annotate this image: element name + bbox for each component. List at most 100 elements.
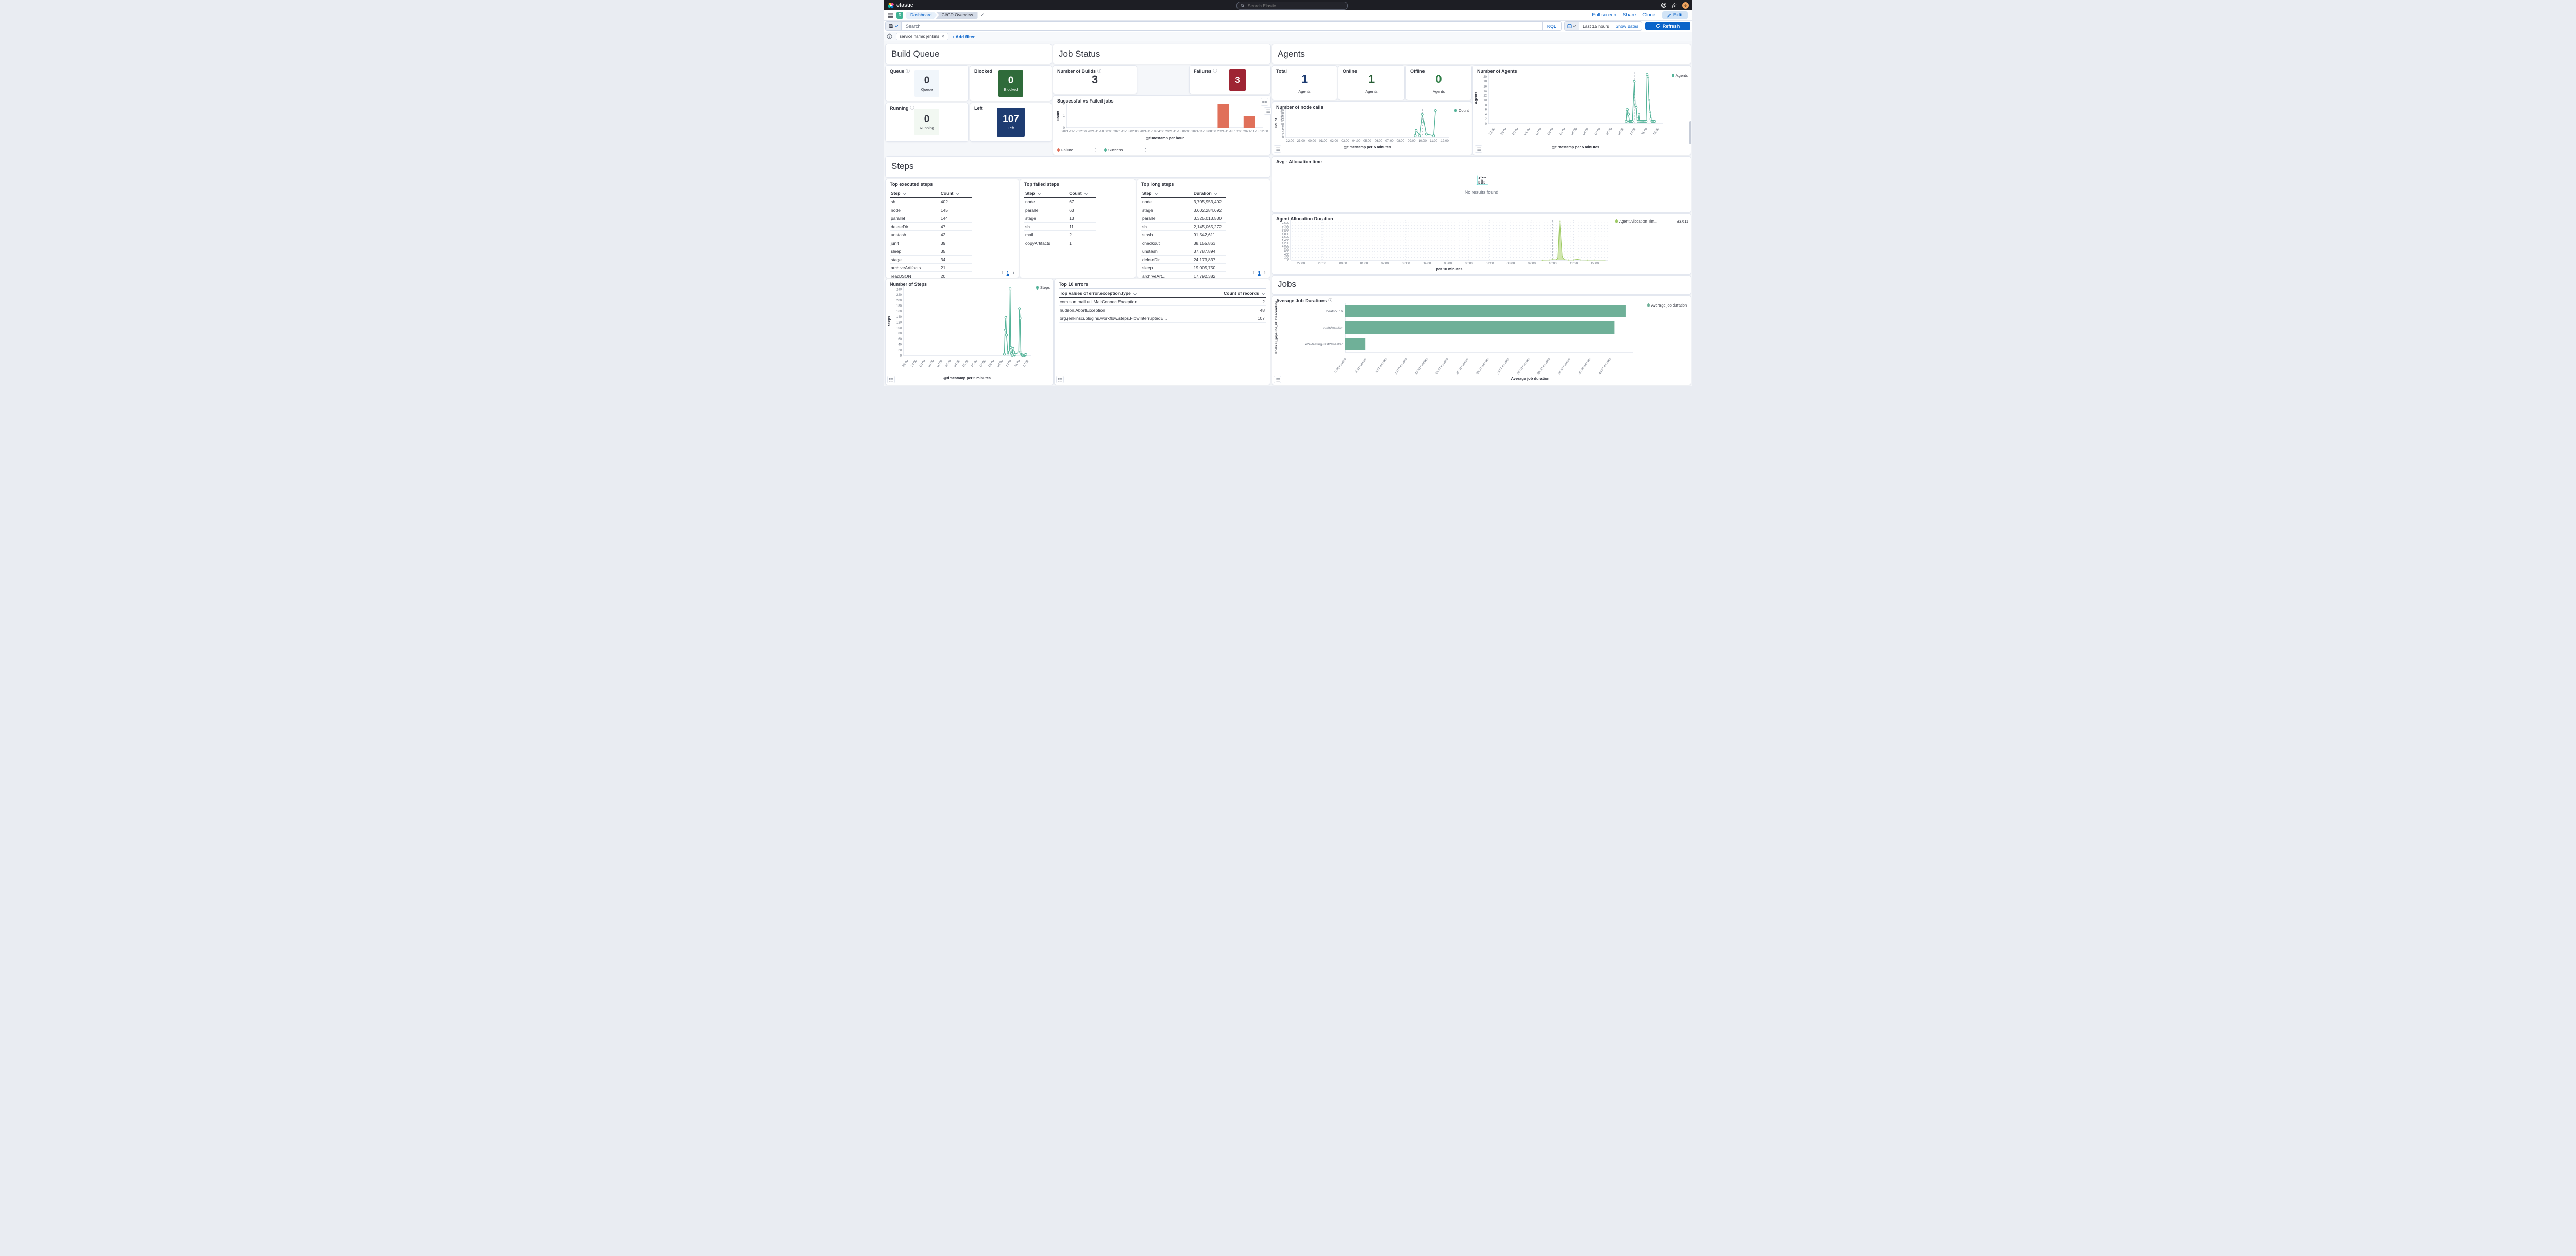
column-header[interactable]: Step: [1024, 189, 1069, 198]
legend-toggle-icon[interactable]: [887, 376, 895, 383]
info-icon[interactable]: ⓘ: [1328, 298, 1333, 303]
table-row[interactable]: copyArtifacts 1: [1024, 239, 1096, 247]
column-header[interactable]: Count: [939, 189, 972, 198]
share-button[interactable]: Share: [1622, 12, 1636, 18]
prev-page-icon[interactable]: ‹: [1252, 270, 1255, 276]
table-row[interactable]: junit 39: [890, 239, 972, 247]
legend-item[interactable]: Agents: [1671, 73, 1688, 78]
table-row[interactable]: node 3,705,953,402: [1141, 197, 1226, 206]
table-row[interactable]: parallel 144: [890, 214, 972, 223]
menu-hamburger-icon[interactable]: [888, 13, 893, 18]
table-row[interactable]: unstash 42: [890, 230, 972, 239]
prev-page-icon[interactable]: ‹: [1001, 270, 1003, 276]
svg-text:2: 2: [1485, 118, 1487, 121]
table-row[interactable]: stage 3,602,284,692: [1141, 206, 1226, 214]
table-row[interactable]: stash 91,542,611: [1141, 230, 1226, 239]
edit-button[interactable]: Edit: [1662, 11, 1688, 19]
refresh-button[interactable]: Refresh: [1645, 22, 1690, 30]
table-row[interactable]: stage 13: [1024, 214, 1096, 223]
scrollbar-thumb[interactable]: [1689, 121, 1691, 144]
table-row[interactable]: mail 2: [1024, 230, 1096, 239]
date-picker-menu[interactable]: [1565, 22, 1579, 30]
legend-toggle-icon[interactable]: [1274, 145, 1281, 153]
info-icon[interactable]: ⓘ: [1213, 69, 1217, 73]
table-row[interactable]: parallel 3,325,013,530: [1141, 214, 1226, 223]
remove-filter-icon[interactable]: ✕: [941, 34, 945, 39]
table-row[interactable]: checkout 38,155,863: [1141, 239, 1226, 247]
next-page-icon[interactable]: ›: [1264, 270, 1266, 276]
legend-toggle-icon[interactable]: [1264, 107, 1272, 115]
info-icon[interactable]: ⓘ: [1097, 69, 1102, 73]
svg-text:0.00 minutes: 0.00 minutes: [1334, 358, 1347, 374]
svg-text:8: 8: [1282, 125, 1284, 128]
time-range-value[interactable]: Last 15 hours: [1583, 23, 1609, 29]
svg-text:labels.ci_pipeline_id: Descend: labels.ci_pipeline_id: Descending: [1275, 301, 1278, 354]
table-row[interactable]: sh 11: [1024, 222, 1096, 231]
global-search[interactable]: [1236, 2, 1348, 10]
legend-item[interactable]: Steps: [1036, 285, 1050, 290]
legend-actions-icon[interactable]: ⋮: [1143, 147, 1148, 152]
table-cell: 47: [939, 222, 972, 231]
svg-text:1,000: 1,000: [1282, 245, 1289, 248]
clone-button[interactable]: Clone: [1642, 12, 1656, 18]
legend-item[interactable]: Agent Allocation Tim... 33.611: [1615, 219, 1688, 224]
add-filter-button[interactable]: + Add filter: [952, 33, 975, 39]
table-row[interactable]: sh 2,145,065,272: [1141, 222, 1226, 231]
legend-toggle-icon[interactable]: [1274, 376, 1281, 383]
table-row[interactable]: deleteDir 47: [890, 222, 972, 231]
table-row[interactable]: parallel 63: [1024, 206, 1096, 214]
panel-title: Number of Builds: [1057, 69, 1096, 74]
filter-pill-service-name[interactable]: service.name: jenkins ✕: [896, 32, 948, 40]
legend-item-failure[interactable]: Failure: [1057, 148, 1073, 152]
table-row[interactable]: node 145: [890, 206, 972, 214]
news-party-icon[interactable]: [1671, 2, 1677, 8]
table-row[interactable]: hudson.AbortException 48: [1059, 305, 1266, 314]
svg-text:26.67 minutes: 26.67 minutes: [1497, 358, 1511, 375]
legend-toggle-icon[interactable]: [1475, 145, 1482, 153]
column-header[interactable]: Step: [890, 189, 940, 198]
page-number[interactable]: 1: [1006, 270, 1009, 276]
filter-icon[interactable]: [887, 33, 892, 39]
breadcrumb-dashboard[interactable]: Dashboard: [906, 12, 937, 19]
table-row[interactable]: sleep 19,005,750: [1141, 263, 1226, 272]
svg-text:400: 400: [1284, 253, 1289, 257]
elastic-logo[interactable]: elastic: [884, 2, 913, 9]
kql-search-input[interactable]: [902, 23, 1543, 29]
panel-badges-icon[interactable]: [1261, 98, 1268, 106]
kql-language-button[interactable]: KQL: [1542, 22, 1561, 30]
table-row[interactable]: node 67: [1024, 197, 1096, 206]
column-header[interactable]: Step: [1141, 189, 1193, 198]
legend-item[interactable]: Average job duration: [1647, 303, 1687, 308]
table-row[interactable]: deleteDir 24,173,837: [1141, 255, 1226, 264]
info-icon[interactable]: ⓘ: [906, 69, 910, 73]
svg-text:20: 20: [1280, 110, 1284, 113]
info-icon[interactable]: ⓘ: [910, 106, 914, 110]
next-page-icon[interactable]: ›: [1012, 270, 1014, 276]
table-row[interactable]: archiveArtifacts 21: [890, 263, 972, 272]
table-row[interactable]: com.sun.mail.util.MailConnectException 2: [1059, 297, 1266, 306]
help-lifebuoy-icon[interactable]: [1660, 2, 1667, 8]
page-number[interactable]: 1: [1258, 270, 1261, 276]
panel-title: Agent Allocation Duration: [1276, 216, 1333, 222]
dashboard-app-badge[interactable]: D: [896, 12, 903, 19]
table-row[interactable]: sh 402: [890, 197, 972, 206]
legend-actions-icon[interactable]: ⋮: [1093, 147, 1098, 152]
svg-text:30.00 minutes: 30.00 minutes: [1517, 358, 1531, 375]
show-dates-button[interactable]: Show dates: [1615, 23, 1638, 29]
table-row[interactable]: stage 34: [890, 255, 972, 264]
table-row[interactable]: org.jenkinsci.plugins.workflow.steps.Flo…: [1059, 314, 1266, 323]
full-screen-button[interactable]: Full screen: [1592, 12, 1616, 18]
table-row[interactable]: sleep 35: [890, 247, 972, 256]
global-search-input[interactable]: [1247, 3, 1344, 9]
column-header[interactable]: Count: [1068, 189, 1096, 198]
legend-item[interactable]: Count: [1454, 108, 1469, 113]
column-header[interactable]: Duration: [1192, 189, 1226, 198]
column-header[interactable]: Top values of error.exception.type: [1059, 288, 1223, 298]
legend-item-success[interactable]: Success: [1104, 148, 1123, 152]
table-row[interactable]: unstash 37,787,894: [1141, 247, 1226, 256]
svg-text:@timestamp per 5 minutes: @timestamp per 5 minutes: [1552, 145, 1599, 149]
legend-toggle-icon[interactable]: [1056, 376, 1064, 383]
column-header[interactable]: Count of records: [1223, 288, 1266, 298]
user-avatar[interactable]: e: [1682, 2, 1689, 9]
saved-query-menu[interactable]: [886, 22, 902, 30]
